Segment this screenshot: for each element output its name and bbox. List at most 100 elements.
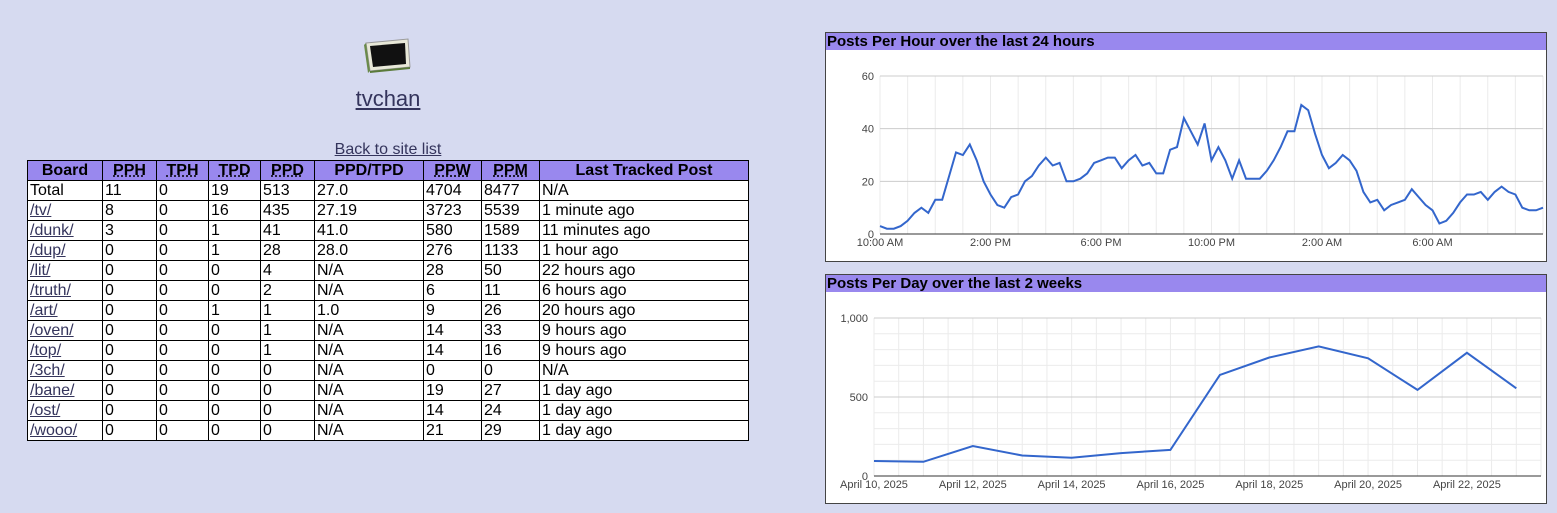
series-line [873, 345, 1517, 463]
site-title-link[interactable]: tvchan [355, 86, 421, 111]
board-link[interactable]: /ost/ [30, 401, 61, 419]
cell-last-tracked-post: N/A [539, 180, 749, 201]
cell-last-tracked-post: 22 hours ago [539, 260, 749, 281]
y-tick-label: 0 [862, 471, 868, 483]
cell-ppd-tpd: 28.0 [314, 240, 424, 261]
cell-last-tracked-post: 20 hours ago [539, 300, 749, 321]
y-tick-label: 0 [868, 229, 874, 241]
cell-tph: 0 [156, 260, 209, 281]
cell-ppd: 0 [260, 420, 315, 441]
board-link[interactable]: /dunk/ [30, 221, 74, 239]
x-tick-label: April 16, 2025 [1136, 479, 1204, 491]
cell-ppd-tpd: N/A [314, 280, 424, 301]
column-header-tph: TPH [156, 160, 209, 181]
cell-ppm: 8477 [481, 180, 540, 201]
cell-tph: 0 [156, 220, 209, 241]
column-header-board: Board [27, 160, 103, 181]
cell-ppw: 21 [423, 420, 482, 441]
cell-last-tracked-post: 9 hours ago [539, 320, 749, 341]
board-link[interactable]: /top/ [30, 341, 62, 359]
cell-tph: 0 [156, 380, 209, 401]
board-link[interactable]: /oven/ [30, 321, 74, 339]
cell-board: /3ch/ [27, 360, 103, 381]
cell-pph: 0 [102, 420, 157, 441]
table-row: /tv/8 0 16 435 27.19 3723 5539 1 minute ago [27, 200, 749, 221]
cell-board: /lit/ [27, 260, 103, 281]
cell-board: /dup/ [27, 240, 103, 261]
cell-tpd: 0 [208, 280, 261, 301]
cell-last-tracked-post: 1 day ago [539, 380, 749, 401]
cell-tph: 0 [156, 400, 209, 421]
cell-ppd: 513 [260, 180, 315, 201]
cell-last-tracked-post: 1 day ago [539, 400, 749, 421]
cell-ppd: 2 [260, 280, 315, 301]
board-link[interactable]: /bane/ [30, 381, 75, 399]
cell-tpd: 0 [208, 400, 261, 421]
cell-tpd: 1 [208, 300, 261, 321]
cell-pph: 0 [102, 380, 157, 401]
cell-pph: 0 [102, 260, 157, 281]
x-tick-label: 10:00 AM [857, 237, 903, 249]
posts-per-day-chart: Posts Per Day over the last 2 weeks 0 500… [825, 274, 1547, 504]
column-header-ppm: PPM [481, 160, 540, 181]
table-row: /truth/0 0 0 2 N/A 6 11 6 hours ago [27, 280, 749, 301]
y-tick-label: 60 [862, 71, 874, 83]
board-link[interactable]: /art/ [30, 301, 58, 319]
cell-ppm: 1589 [481, 220, 540, 241]
board-link[interactable]: /dup/ [30, 241, 66, 259]
cell-ppw: 14 [423, 320, 482, 341]
cell-ppw: 580 [423, 220, 482, 241]
cell-ppd: 435 [260, 200, 315, 221]
cell-ppm: 27 [481, 380, 540, 401]
cell-tpd: 0 [208, 260, 261, 281]
cell-ppm: 0 [481, 360, 540, 381]
board-link[interactable]: /3ch/ [30, 361, 65, 379]
chart-title: Posts Per Hour over the last 24 hours [826, 33, 1546, 50]
cell-last-tracked-post: 1 minute ago [539, 200, 749, 221]
column-header-ppw: PPW [423, 160, 482, 181]
cell-ppw: 9 [423, 300, 482, 321]
x-tick-label: April 14, 2025 [1038, 479, 1106, 491]
column-header-last-tracked-post: Last Tracked Post [539, 160, 749, 181]
cell-tph: 0 [156, 320, 209, 341]
cell-ppd: 1 [260, 300, 315, 321]
cell-ppw: 6 [423, 280, 482, 301]
y-tick-label: 40 [862, 124, 874, 136]
x-tick-label: 2:00 PM [970, 237, 1011, 249]
cell-tph: 0 [156, 240, 209, 261]
x-tick-label: 6:00 AM [1412, 237, 1452, 249]
cell-ppm: 24 [481, 400, 540, 421]
cell-tpd: 0 [208, 360, 261, 381]
cell-last-tracked-post: 11 minutes ago [539, 220, 749, 241]
x-tick-label: 2:00 AM [1302, 237, 1342, 249]
cell-tph: 0 [156, 420, 209, 441]
board-link[interactable]: /lit/ [30, 261, 51, 279]
cell-pph: 0 [102, 400, 157, 421]
board-link[interactable]: /truth/ [30, 281, 71, 299]
cell-pph: 0 [102, 320, 157, 341]
cell-ppw: 3723 [423, 200, 482, 221]
cell-tpd: 0 [208, 420, 261, 441]
table-row: /top/0 0 0 1 N/A 14 16 9 hours ago [27, 340, 749, 361]
cell-ppd: 28 [260, 240, 315, 261]
cell-ppd-tpd: 1.0 [314, 300, 424, 321]
column-header-ppd: PPD [260, 160, 315, 181]
cell-tpd: 1 [208, 240, 261, 261]
board-link[interactable]: /tv/ [30, 201, 52, 219]
board-link[interactable]: /wooo/ [30, 421, 78, 439]
cell-ppm: 26 [481, 300, 540, 321]
cell-ppw: 19 [423, 380, 482, 401]
x-tick-label: 6:00 PM [1081, 237, 1122, 249]
y-tick-label: 1,000 [840, 313, 868, 325]
cell-board: /tv/ [27, 200, 103, 221]
cell-tph: 0 [156, 360, 209, 381]
cell-board: /top/ [27, 340, 103, 361]
back-to-site-list-link[interactable]: Back to site list [334, 141, 442, 158]
cell-pph: 0 [102, 240, 157, 261]
cell-tph: 0 [156, 300, 209, 321]
cell-ppd: 1 [260, 340, 315, 361]
cell-last-tracked-post: 1 day ago [539, 420, 749, 441]
cell-pph: 3 [102, 220, 157, 241]
cell-pph: 0 [102, 280, 157, 301]
series-line [879, 103, 1544, 230]
